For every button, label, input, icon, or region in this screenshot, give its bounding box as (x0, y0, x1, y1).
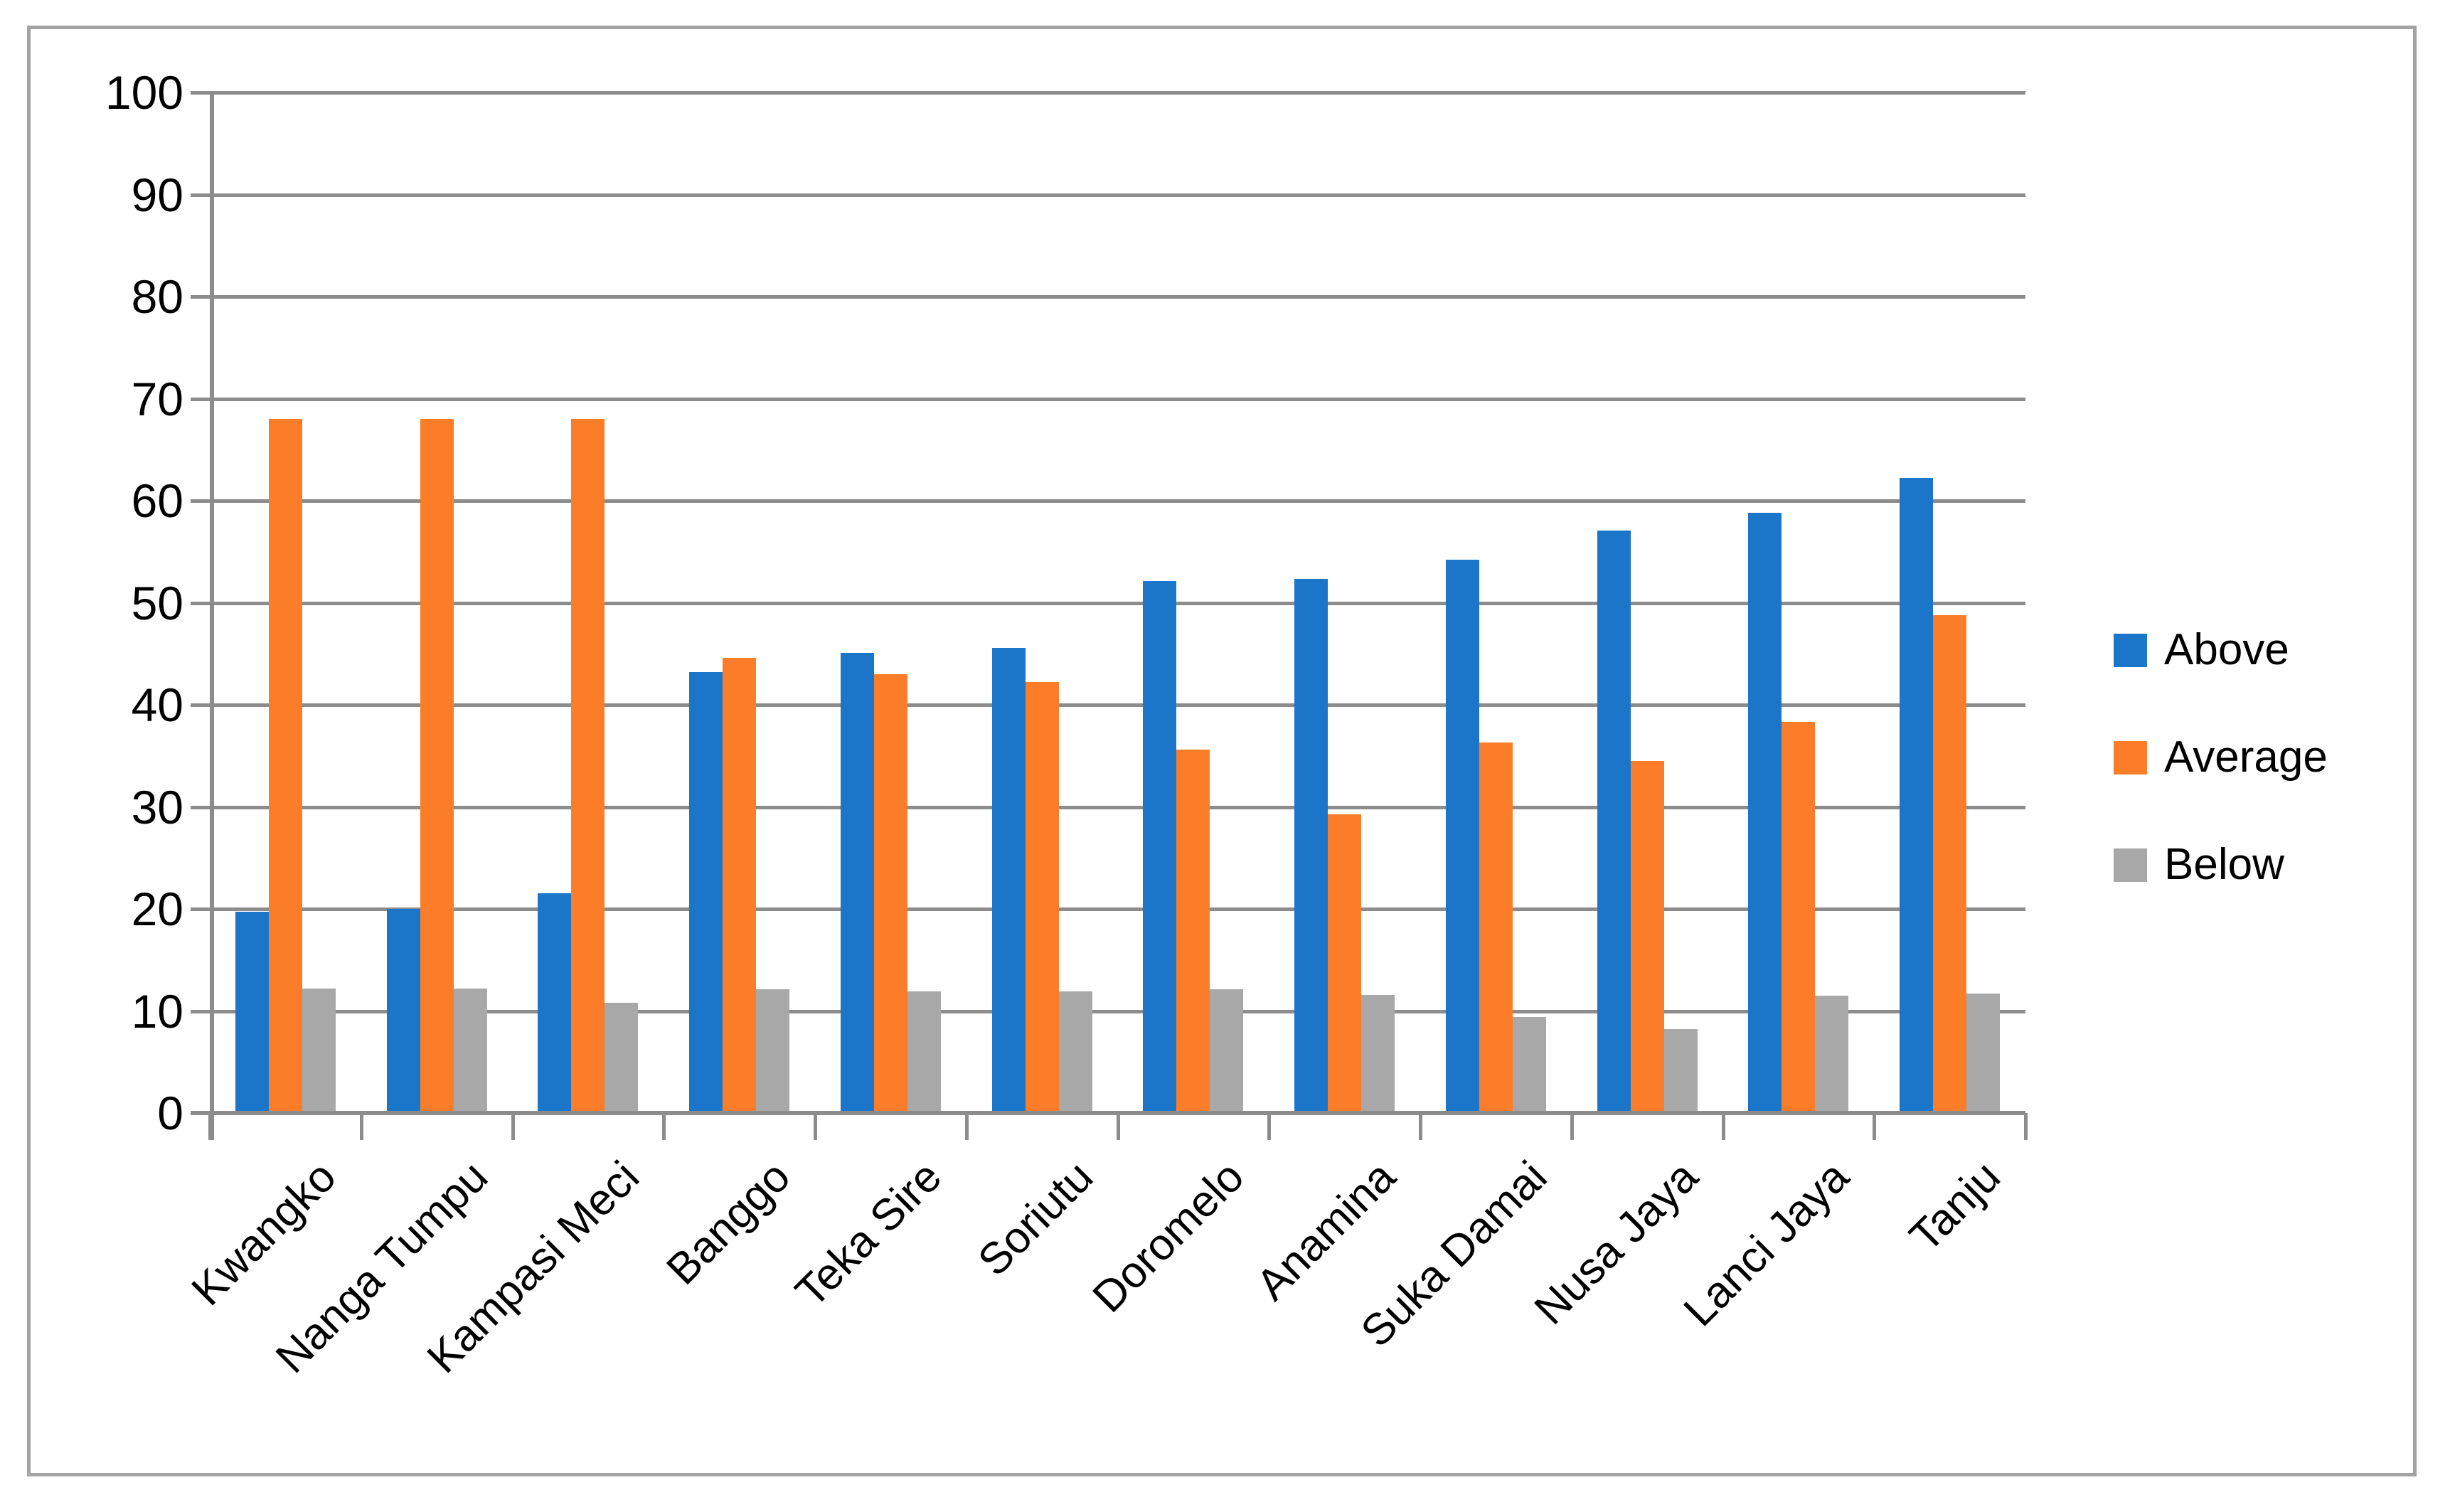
x-axis-tick (359, 1113, 363, 1140)
gridline-y-10 (191, 1009, 2025, 1013)
bar-average-tanju (1933, 614, 1967, 1113)
y-tick-label-100: 100 (105, 66, 183, 119)
bar-below-suka-damai (1512, 1017, 1546, 1113)
x-axis-tick (2024, 1113, 2028, 1140)
y-tick-label-70: 70 (131, 372, 183, 425)
x-axis-tick (814, 1113, 817, 1140)
legend-item-average: Average (2114, 735, 2328, 779)
bar-below-tanju (1966, 994, 2001, 1113)
legend-swatch-average-icon (2114, 740, 2147, 774)
gridline-y-100 (191, 91, 2025, 95)
bar-above-doromelo (1143, 581, 1177, 1113)
bar-average-kwangko (268, 419, 302, 1113)
legend-label-average: Average (2164, 733, 2328, 782)
x-axis-tick (1873, 1113, 1877, 1140)
bar-below-teka-sire (907, 991, 941, 1113)
x-axis-tick (1721, 1113, 1725, 1140)
x-axis-tick (964, 1113, 969, 1140)
bar-below-nusa-jaya (1663, 1029, 1698, 1113)
gridline-y-60 (191, 499, 2025, 503)
bar-below-kampasi-meci (605, 1003, 639, 1113)
bar-above-suka-damai (1445, 560, 1479, 1113)
gridline-y-20 (191, 907, 2025, 911)
x-axis-line (191, 1111, 2025, 1115)
y-tick-label-30: 30 (131, 780, 183, 834)
bar-above-tanju (1900, 478, 1934, 1113)
x-axis-tick (1116, 1113, 1120, 1140)
legend-item-below: Below (2114, 843, 2284, 887)
y-tick-label-50: 50 (131, 576, 183, 629)
y-tick-label-40: 40 (131, 678, 183, 731)
bar-above-banggo (689, 672, 723, 1113)
bar-above-kwangko (235, 912, 269, 1113)
bar-average-doromelo (1176, 750, 1210, 1113)
bar-average-banggo (723, 657, 757, 1113)
bar-average-lanci-jaya (1782, 722, 1816, 1113)
bar-average-nanga-tumpu (420, 419, 454, 1113)
legend-item-above: Above (2114, 628, 2289, 672)
bar-average-nusa-jaya (1630, 760, 1664, 1113)
bar-below-soriutu (1058, 991, 1092, 1113)
legend-swatch-above-icon (2114, 633, 2147, 667)
bar-below-doromelo (1210, 989, 1244, 1113)
bar-above-lanci-jaya (1748, 513, 1782, 1113)
x-axis-tick (1570, 1113, 1574, 1140)
gridline-y-30 (191, 805, 2025, 809)
bar-below-anamina (1361, 994, 1395, 1113)
bar-average-soriutu (1025, 682, 1059, 1113)
gridline-y-40 (191, 703, 2025, 707)
x-axis-tick (208, 1113, 212, 1140)
bar-average-anamina (1328, 814, 1362, 1113)
legend-label-above: Above (2164, 625, 2289, 674)
y-tick-label-80: 80 (131, 270, 183, 323)
bar-above-nanga-tumpu (386, 909, 420, 1113)
x-axis-tick (1267, 1113, 1272, 1140)
y-tick-label-20: 20 (131, 883, 183, 935)
bar-below-lanci-jaya (1815, 995, 1849, 1113)
gridline-y-90 (191, 193, 2025, 197)
bar-below-banggo (756, 989, 790, 1113)
y-tick-label-0: 0 (157, 1087, 183, 1139)
y-tick-label-90: 90 (131, 168, 183, 221)
bar-above-soriutu (991, 647, 1026, 1113)
gridline-y-70 (191, 397, 2025, 401)
bar-above-teka-sire (840, 652, 874, 1113)
bar-average-kampasi-meci (571, 419, 605, 1113)
bar-average-suka-damai (1479, 742, 1513, 1113)
y-axis-line (210, 92, 214, 1140)
legend-swatch-below-icon (2114, 848, 2147, 882)
bar-below-kwangko (302, 988, 336, 1113)
bar-above-nusa-jaya (1597, 530, 1631, 1113)
bar-below-nanga-tumpu (453, 988, 487, 1113)
gridline-y-50 (191, 601, 2025, 605)
bar-average-teka-sire (873, 674, 907, 1113)
legend-label-below: Below (2164, 840, 2284, 889)
y-tick-label-10: 10 (131, 984, 183, 1038)
y-tick-label-60: 60 (131, 474, 183, 527)
x-axis-tick (662, 1113, 666, 1140)
gridline-y-80 (191, 295, 2025, 299)
bar-above-kampasi-meci (538, 893, 572, 1113)
x-axis-tick (511, 1113, 515, 1140)
bar-above-anamina (1294, 579, 1328, 1113)
x-axis-tick (1419, 1113, 1422, 1140)
